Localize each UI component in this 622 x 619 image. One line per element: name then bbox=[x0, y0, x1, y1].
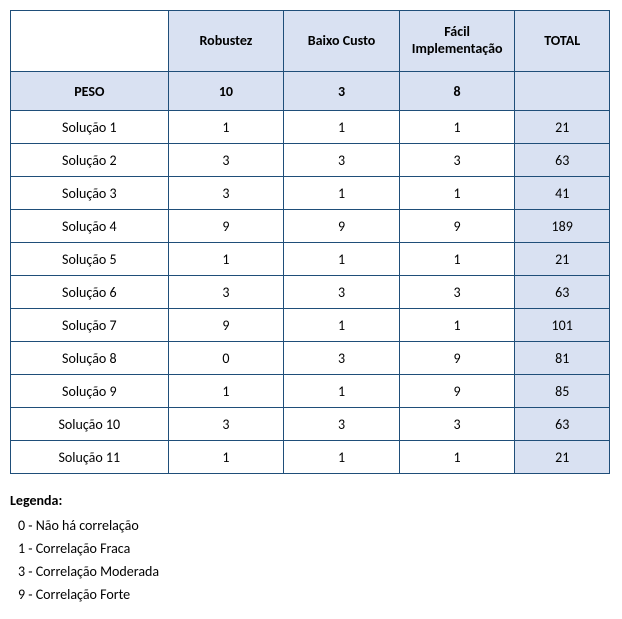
row-score: 9 bbox=[168, 210, 284, 243]
header-blank bbox=[11, 11, 169, 72]
table-row: Solução 633363 bbox=[11, 276, 610, 309]
row-score: 1 bbox=[284, 111, 400, 144]
row-score: 3 bbox=[284, 144, 400, 177]
table-row: Solução 111121 bbox=[11, 111, 610, 144]
row-score: 1 bbox=[168, 375, 284, 408]
row-score: 9 bbox=[399, 342, 515, 375]
row-label: Solução 4 bbox=[11, 210, 169, 243]
row-total: 21 bbox=[515, 243, 610, 276]
row-label: Solução 6 bbox=[11, 276, 169, 309]
row-label: Solução 10 bbox=[11, 408, 169, 441]
row-score: 3 bbox=[399, 408, 515, 441]
row-total: 41 bbox=[515, 177, 610, 210]
row-label: Solução 5 bbox=[11, 243, 169, 276]
legend: Legenda: 0 - Não há correlação 1 - Corre… bbox=[10, 492, 612, 603]
weight-total-blank bbox=[515, 72, 610, 111]
row-total: 63 bbox=[515, 144, 610, 177]
table-row: Solução 911985 bbox=[11, 375, 610, 408]
row-score: 3 bbox=[168, 276, 284, 309]
peso-label: PESO bbox=[11, 72, 169, 111]
row-score: 1 bbox=[399, 441, 515, 474]
table-row: Solução 233363 bbox=[11, 144, 610, 177]
row-score: 1 bbox=[284, 309, 400, 342]
weight-1: 3 bbox=[284, 72, 400, 111]
row-total: 63 bbox=[515, 408, 610, 441]
row-total: 101 bbox=[515, 309, 610, 342]
row-score: 9 bbox=[168, 309, 284, 342]
header-criteria-1: Baixo Custo bbox=[284, 11, 400, 72]
row-label: Solução 1 bbox=[11, 111, 169, 144]
table-row: Solução 1033363 bbox=[11, 408, 610, 441]
row-total: 81 bbox=[515, 342, 610, 375]
row-score: 1 bbox=[399, 177, 515, 210]
row-score: 1 bbox=[399, 309, 515, 342]
row-score: 1 bbox=[284, 375, 400, 408]
row-label: Solução 2 bbox=[11, 144, 169, 177]
row-score: 3 bbox=[399, 276, 515, 309]
row-score: 1 bbox=[168, 111, 284, 144]
row-label: Solução 8 bbox=[11, 342, 169, 375]
row-score: 1 bbox=[284, 441, 400, 474]
row-label: Solução 7 bbox=[11, 309, 169, 342]
row-total: 63 bbox=[515, 276, 610, 309]
row-score: 9 bbox=[399, 375, 515, 408]
header-criteria-2: Fácil Implementação bbox=[399, 11, 515, 72]
legend-item-3: 9 - Correlação Forte bbox=[18, 586, 612, 603]
legend-title: Legenda: bbox=[10, 492, 612, 509]
row-score: 1 bbox=[284, 243, 400, 276]
table-row: Solução 331141 bbox=[11, 177, 610, 210]
decision-matrix-table: Robustez Baixo Custo Fácil Implementação… bbox=[10, 10, 610, 474]
row-score: 1 bbox=[168, 243, 284, 276]
header-criteria-0: Robustez bbox=[168, 11, 284, 72]
row-score: 3 bbox=[168, 177, 284, 210]
row-total: 21 bbox=[515, 441, 610, 474]
row-score: 3 bbox=[168, 144, 284, 177]
row-score: 1 bbox=[168, 441, 284, 474]
row-score: 3 bbox=[168, 408, 284, 441]
row-label: Solução 9 bbox=[11, 375, 169, 408]
row-score: 3 bbox=[399, 144, 515, 177]
row-total: 189 bbox=[515, 210, 610, 243]
row-score: 1 bbox=[284, 177, 400, 210]
weight-2: 8 bbox=[399, 72, 515, 111]
header-row: Robustez Baixo Custo Fácil Implementação… bbox=[11, 11, 610, 72]
legend-item-1: 1 - Correlação Fraca bbox=[18, 540, 612, 557]
row-score: 3 bbox=[284, 276, 400, 309]
table-row: Solução 803981 bbox=[11, 342, 610, 375]
table-row: Solução 1111121 bbox=[11, 441, 610, 474]
legend-item-0: 0 - Não há correlação bbox=[18, 517, 612, 534]
row-score: 9 bbox=[284, 210, 400, 243]
row-score: 3 bbox=[284, 342, 400, 375]
legend-item-2: 3 - Correlação Moderada bbox=[18, 563, 612, 580]
table-row: Solução 511121 bbox=[11, 243, 610, 276]
row-label: Solução 11 bbox=[11, 441, 169, 474]
weights-row: PESO 10 3 8 bbox=[11, 72, 610, 111]
row-total: 85 bbox=[515, 375, 610, 408]
table-row: Solução 4999189 bbox=[11, 210, 610, 243]
table-row: Solução 7911101 bbox=[11, 309, 610, 342]
row-score: 1 bbox=[399, 243, 515, 276]
row-score: 0 bbox=[168, 342, 284, 375]
row-score: 3 bbox=[284, 408, 400, 441]
row-score: 1 bbox=[399, 111, 515, 144]
table-body: PESO 10 3 8 Solução 111121Solução 233363… bbox=[11, 72, 610, 474]
header-total: TOTAL bbox=[515, 11, 610, 72]
row-label: Solução 3 bbox=[11, 177, 169, 210]
row-total: 21 bbox=[515, 111, 610, 144]
row-score: 9 bbox=[399, 210, 515, 243]
weight-0: 10 bbox=[168, 72, 284, 111]
